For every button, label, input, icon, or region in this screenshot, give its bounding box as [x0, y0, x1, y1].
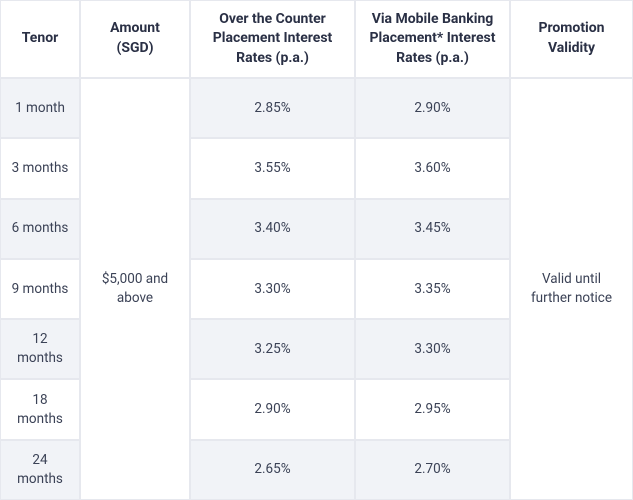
col-header-otc: Over the Counter Placement Interest Rate…	[190, 0, 355, 78]
cell-mobile-rate: 2.70%	[355, 440, 510, 500]
cell-tenor: 1 month	[0, 78, 80, 138]
cell-amount-span: $5,000 and above	[80, 78, 190, 500]
col-header-validity: Promotion Validity	[510, 0, 633, 78]
col-header-mobile: Via Mobile Banking Placement* Interest R…	[355, 0, 510, 78]
col-header-amount: Amount (SGD)	[80, 0, 190, 78]
cell-mobile-rate: 3.45%	[355, 199, 510, 259]
cell-tenor: 6 months	[0, 199, 80, 259]
cell-mobile-rate: 3.60%	[355, 138, 510, 198]
table-row: 1 month$5,000 and above2.85%2.90%Valid u…	[0, 78, 633, 138]
cell-mobile-rate: 3.35%	[355, 259, 510, 319]
cell-tenor: 9 months	[0, 259, 80, 319]
table-header-row: Tenor Amount (SGD) Over the Counter Plac…	[0, 0, 633, 78]
cell-otc-rate: 3.40%	[190, 199, 355, 259]
table-body: 1 month$5,000 and above2.85%2.90%Valid u…	[0, 78, 633, 500]
cell-otc-rate: 2.85%	[190, 78, 355, 138]
cell-otc-rate: 2.90%	[190, 379, 355, 439]
cell-otc-rate: 3.55%	[190, 138, 355, 198]
cell-tenor: 24 months	[0, 440, 80, 500]
cell-otc-rate: 3.30%	[190, 259, 355, 319]
cell-otc-rate: 3.25%	[190, 319, 355, 379]
cell-mobile-rate: 3.30%	[355, 319, 510, 379]
cell-validity-span: Valid until further notice	[510, 78, 633, 500]
col-header-tenor: Tenor	[0, 0, 80, 78]
cell-otc-rate: 2.65%	[190, 440, 355, 500]
cell-tenor: 18 months	[0, 379, 80, 439]
cell-tenor: 3 months	[0, 138, 80, 198]
cell-mobile-rate: 2.90%	[355, 78, 510, 138]
cell-mobile-rate: 2.95%	[355, 379, 510, 439]
interest-rates-table: Tenor Amount (SGD) Over the Counter Plac…	[0, 0, 633, 500]
cell-tenor: 12 months	[0, 319, 80, 379]
